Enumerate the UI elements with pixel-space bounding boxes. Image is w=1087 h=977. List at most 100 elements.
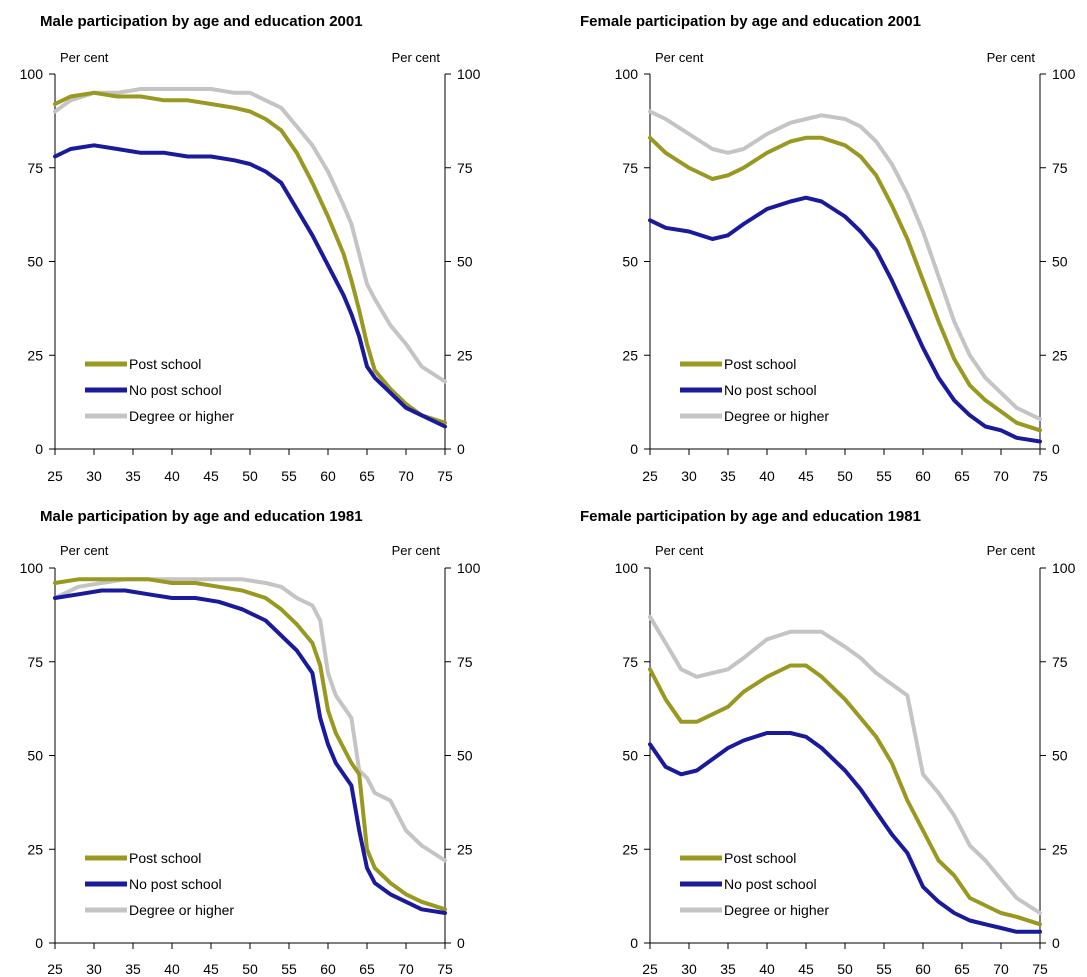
- y-axis-label-left: Per cent: [60, 543, 109, 558]
- series-line-no-post-school: [648, 731, 1042, 934]
- series-line-no-post-school: [53, 143, 447, 429]
- series-line-post-school: [648, 663, 1042, 927]
- y-axis-label-left: Per cent: [655, 543, 704, 558]
- y-tick-label-left: 100: [20, 560, 44, 576]
- legend-label: No post school: [129, 382, 222, 398]
- x-tick-label: 75: [437, 468, 453, 484]
- x-tick-label: 65: [359, 961, 375, 977]
- x-tick-label: 65: [359, 468, 375, 484]
- y-tick-label-right: 100: [1052, 66, 1076, 82]
- x-tick-label: 30: [681, 961, 697, 977]
- legend-label: Degree or higher: [724, 408, 829, 424]
- y-tick-label-right: 100: [457, 66, 481, 82]
- series-line-degree-or-higher: [648, 614, 1042, 915]
- chart-title: Male participation by age and education …: [40, 13, 363, 30]
- chart-panel-2: Female participation by age and educatio…: [580, 13, 1076, 484]
- x-tick-label: 40: [164, 961, 180, 977]
- y-tick-label-right: 100: [1052, 560, 1076, 576]
- series-line-degree-or-higher: [53, 87, 447, 384]
- x-tick-label: 45: [798, 961, 814, 977]
- x-tick-label: 25: [642, 961, 658, 977]
- series-line-post-school: [53, 577, 447, 912]
- y-tick-label-right: 25: [457, 347, 473, 363]
- x-tick-label: 50: [837, 468, 853, 484]
- y-tick-label-right: 50: [457, 254, 473, 270]
- x-tick-label: 75: [1032, 961, 1048, 977]
- y-tick-label-left: 100: [615, 66, 639, 82]
- y-tick-label-left: 0: [35, 441, 43, 457]
- y-axis-label-right: Per cent: [987, 543, 1036, 558]
- x-tick-label: 25: [642, 468, 658, 484]
- x-tick-label: 75: [1032, 468, 1048, 484]
- y-tick-label-left: 0: [630, 441, 638, 457]
- y-tick-label-left: 100: [615, 560, 639, 576]
- y-tick-label-left: 25: [622, 347, 638, 363]
- y-tick-label-left: 50: [622, 254, 638, 270]
- y-axis-label-right: Per cent: [987, 50, 1036, 65]
- x-tick-label: 25: [47, 961, 63, 977]
- y-tick-label-left: 75: [622, 654, 638, 670]
- y-tick-label-right: 75: [457, 654, 473, 670]
- series-line-no-post-school: [648, 195, 1042, 444]
- x-tick-label: 65: [954, 468, 970, 484]
- y-tick-label-left: 75: [27, 654, 43, 670]
- y-tick-label-right: 50: [457, 748, 473, 764]
- chart-panel-1: Male participation by age and education …: [20, 13, 481, 484]
- y-tick-label-right: 25: [1052, 347, 1068, 363]
- x-tick-label: 35: [720, 961, 736, 977]
- y-tick-label-left: 50: [27, 254, 43, 270]
- y-tick-label-left: 0: [35, 935, 43, 951]
- y-tick-label-left: 100: [20, 66, 44, 82]
- x-tick-label: 45: [203, 961, 219, 977]
- x-tick-label: 60: [915, 961, 931, 977]
- y-tick-label-left: 50: [27, 748, 43, 764]
- x-tick-label: 70: [398, 468, 414, 484]
- x-tick-label: 50: [242, 961, 258, 977]
- y-tick-label-right: 75: [1052, 654, 1068, 670]
- y-tick-label-left: 25: [27, 347, 43, 363]
- x-tick-label: 50: [837, 961, 853, 977]
- x-tick-label: 65: [954, 961, 970, 977]
- y-tick-label-left: 0: [630, 935, 638, 951]
- y-tick-label-right: 0: [1052, 935, 1060, 951]
- x-tick-label: 60: [320, 468, 336, 484]
- x-tick-label: 55: [281, 468, 297, 484]
- y-tick-label-left: 75: [27, 160, 43, 176]
- chart-title: Male participation by age and education …: [40, 508, 363, 525]
- x-tick-label: 60: [915, 468, 931, 484]
- x-tick-label: 35: [720, 468, 736, 484]
- y-tick-label-right: 75: [1052, 160, 1068, 176]
- legend-label: Post school: [724, 356, 796, 372]
- series-line-degree-or-higher: [648, 109, 1042, 421]
- y-tick-label-right: 0: [457, 935, 465, 951]
- series-line-degree-or-higher: [53, 577, 447, 863]
- x-tick-label: 30: [86, 961, 102, 977]
- y-tick-label-right: 25: [1052, 841, 1068, 857]
- legend-label: Degree or higher: [724, 902, 829, 918]
- x-tick-label: 40: [164, 468, 180, 484]
- y-tick-label-left: 25: [622, 841, 638, 857]
- x-tick-label: 75: [437, 961, 453, 977]
- x-tick-label: 30: [86, 468, 102, 484]
- x-tick-label: 70: [398, 961, 414, 977]
- x-tick-label: 30: [681, 468, 697, 484]
- legend-label: No post school: [724, 876, 817, 892]
- x-tick-label: 60: [320, 961, 336, 977]
- y-axis-label-left: Per cent: [655, 50, 704, 65]
- y-tick-label-right: 50: [1052, 254, 1068, 270]
- series-line-post-school: [648, 135, 1042, 433]
- x-tick-label: 50: [242, 468, 258, 484]
- y-tick-label-right: 75: [457, 160, 473, 176]
- legend-label: No post school: [724, 382, 817, 398]
- series-line-no-post-school: [53, 588, 447, 915]
- x-tick-label: 45: [798, 468, 814, 484]
- y-tick-label-left: 25: [27, 841, 43, 857]
- y-axis-label-left: Per cent: [60, 50, 109, 65]
- y-tick-label-left: 50: [622, 748, 638, 764]
- legend-label: Post school: [129, 356, 201, 372]
- x-tick-label: 55: [876, 468, 892, 484]
- x-tick-label: 70: [993, 468, 1009, 484]
- chart-title: Female participation by age and educatio…: [580, 13, 921, 30]
- chart-title: Female participation by age and educatio…: [580, 508, 921, 525]
